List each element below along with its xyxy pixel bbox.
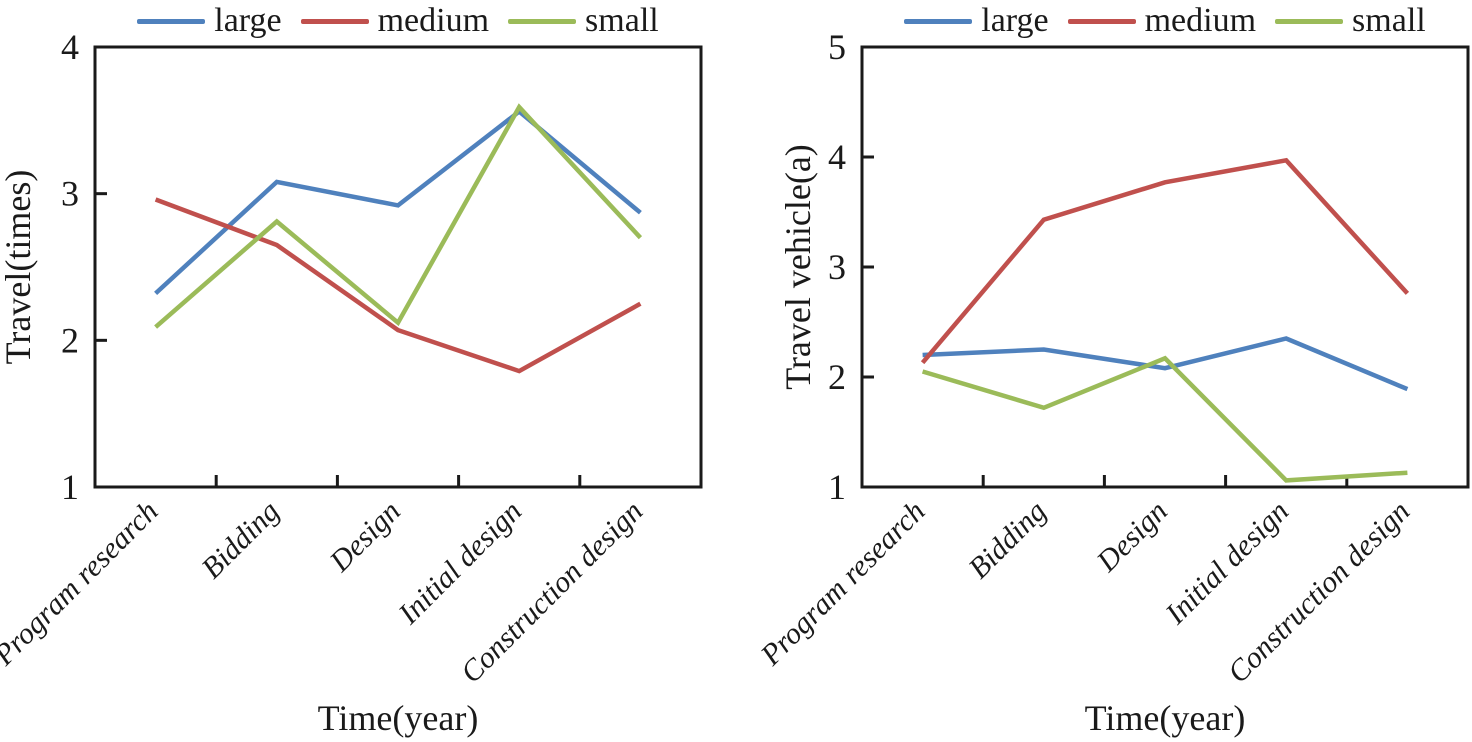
series-line-medium xyxy=(920,157,1410,365)
legend-label-small: small xyxy=(1352,2,1426,39)
y-tick-label: 2 xyxy=(61,320,79,360)
legend-item-small: small xyxy=(508,4,659,38)
large-line-swatch-icon xyxy=(137,18,206,24)
travel-vehicle-plot: 1 2 3 4 5 Program research Bidding DesignInitia… xyxy=(754,27,1470,738)
y-tick-label: 4 xyxy=(828,137,846,177)
series-line-large xyxy=(922,336,1409,392)
legend-label-medium: medium xyxy=(377,2,490,39)
series-line-small xyxy=(154,103,643,329)
plot-frame xyxy=(860,45,1470,489)
y-tick-label: 3 xyxy=(828,247,846,287)
legend-label-large: large xyxy=(981,2,1049,39)
travel-times-plot: 1 2 3 4 Program research Bidding DesignInitial… xyxy=(0,27,703,738)
small-line-swatch-icon xyxy=(508,18,577,24)
x-category-label: Design xyxy=(323,495,407,579)
large-line-swatch-icon xyxy=(904,18,973,24)
x-category-label: Program research xyxy=(754,495,932,673)
legend: large medium small xyxy=(862,4,1468,38)
medium-line-swatch-icon xyxy=(300,18,369,24)
small-line-swatch-icon xyxy=(1275,18,1344,24)
legend-label-large: large xyxy=(214,2,282,39)
y-tick-label: 5 xyxy=(828,27,846,67)
x-category-label: Program research xyxy=(0,495,165,673)
legend-label-small: small xyxy=(585,2,659,39)
series-line-medium xyxy=(154,197,642,374)
legend-item-large: large xyxy=(904,2,1049,39)
y-tick-label: 4 xyxy=(61,27,79,67)
legend-label-medium: medium xyxy=(1144,2,1257,39)
legend-item-large: large xyxy=(137,2,282,39)
x-axis-title: Time(year) xyxy=(1085,698,1246,738)
y-tick-label: 3 xyxy=(61,174,79,214)
y-tick-label: 2 xyxy=(828,357,846,397)
chart-travel-times: large medium small 1 2 3 4 Program research B… xyxy=(0,4,703,738)
plot-frame xyxy=(93,45,703,489)
x-axis-title: Time(year) xyxy=(318,698,479,738)
chart-travel-vehicle: large medium small 1 2 3 4 5 Program research… xyxy=(736,0,1472,742)
series-line-small xyxy=(921,355,1408,483)
legend: large medium small xyxy=(95,4,701,38)
medium-line-swatch-icon xyxy=(1067,18,1136,24)
y-axis-title: Travel vehicle(a) xyxy=(778,144,818,390)
y-tick-label: 1 xyxy=(61,467,79,507)
legend-item-medium: medium xyxy=(300,2,490,39)
series-line-large xyxy=(154,108,642,296)
x-category-label: Initial design xyxy=(392,495,529,632)
legend-item-medium: medium xyxy=(1067,2,1257,39)
x-category-label: Initial design xyxy=(1159,495,1296,632)
x-category-label: Bidding xyxy=(195,495,286,586)
x-category-label: Design xyxy=(1090,495,1174,579)
legend-item-small: small xyxy=(1275,4,1426,38)
y-axis-title: Travel(times) xyxy=(0,170,38,365)
y-tick-label: 1 xyxy=(828,467,846,507)
x-category-label: Bidding xyxy=(962,495,1053,586)
